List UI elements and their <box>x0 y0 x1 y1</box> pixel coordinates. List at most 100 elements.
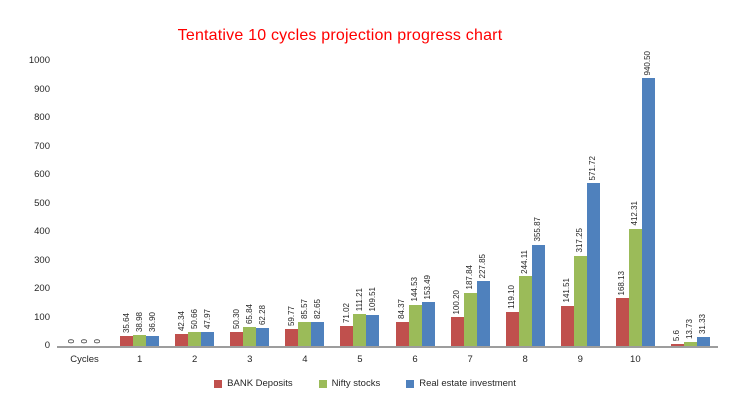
data-label: 13.73 <box>685 319 695 340</box>
bar-nifty-stocks[interactable]: 13.73 <box>683 319 697 346</box>
bar-nifty-stocks[interactable]: 111.21 <box>353 288 367 346</box>
x-axis-category-label: 6 <box>412 354 418 365</box>
data-label: 38.98 <box>134 311 144 332</box>
data-label: 571.72 <box>588 155 598 181</box>
chart-title: Tentative 10 cycles projection progress … <box>177 27 503 44</box>
bar-nifty-stocks[interactable]: 50.66 <box>188 309 202 346</box>
y-axis-tick-label: 500 <box>34 197 50 209</box>
legend-swatch <box>318 379 327 388</box>
y-axis: 0 100 200 300 400 500 600 700 800 900 1000 <box>10 55 50 351</box>
bar-group-4: 59.77 85.57 82.65 4 <box>277 61 332 365</box>
data-label: 244.11 <box>520 249 530 274</box>
bar-nifty-stocks[interactable]: 412.31 <box>628 201 642 346</box>
bar-real-estate-investment[interactable]: 355.87 <box>531 217 545 346</box>
bar-bank-deposits[interactable]: 141.51 <box>560 278 574 346</box>
legend-label: Real estate investment <box>419 378 516 389</box>
bar-group-10: 168.13 412.31 940.50 10 <box>608 51 663 365</box>
data-label: 47.97 <box>202 309 212 330</box>
data-label: 0 <box>92 338 102 343</box>
y-axis-tick-label: 300 <box>34 254 50 266</box>
data-label: 35.64 <box>121 312 131 333</box>
x-axis-category-label: 9 <box>577 354 583 365</box>
data-label: 100.20 <box>452 289 462 315</box>
bar-real-estate-investment[interactable]: 571.72 <box>586 156 600 346</box>
x-axis-category-label: Cycles <box>70 354 99 365</box>
bar-bank-deposits[interactable]: 119.10 <box>505 285 519 346</box>
bar-group-3: 50.30 65.84 62.28 3 <box>222 61 277 365</box>
legend-swatch <box>214 379 223 388</box>
bar-real-estate-investment[interactable]: 227.85 <box>476 254 490 346</box>
bar-real-estate-investment[interactable]: 47.97 <box>201 309 215 346</box>
data-label: 85.57 <box>299 298 309 319</box>
y-axis-tick-label: 100 <box>34 311 50 323</box>
y-axis-tick-label: 1000 <box>28 55 50 66</box>
data-label: 82.65 <box>312 299 322 320</box>
bar-group-6: 84.37 144.53 153.49 6 <box>387 61 442 365</box>
bar-real-estate-investment[interactable]: 940.50 <box>641 51 655 346</box>
y-axis-tick-label: 200 <box>34 283 50 294</box>
data-label: 65.84 <box>244 304 254 325</box>
x-axis-category-label: 7 <box>467 354 473 365</box>
bar-group-unlabeled: 5.6 13.73 31.33 <box>663 61 718 346</box>
bar-nifty-stocks[interactable]: 85.57 <box>298 299 312 346</box>
data-label: 109.51 <box>367 287 377 312</box>
bar-group-1: 35.64 38.98 36.90 1 <box>112 61 167 365</box>
data-label: 317.25 <box>575 228 585 253</box>
bar-real-estate-investment[interactable]: 109.51 <box>366 287 380 346</box>
bar-bank-deposits[interactable]: 84.37 <box>395 299 409 346</box>
bar-bank-deposits[interactable]: 5.6 <box>670 330 684 346</box>
bar-group-cycles: 0 0 0 Cycles <box>57 61 112 365</box>
legend-item-nifty-stocks[interactable]: Nifty stocks <box>318 378 380 389</box>
data-label: 84.37 <box>397 298 406 319</box>
bar-real-estate-investment[interactable]: 62.28 <box>256 305 270 346</box>
legend: BANK Deposits Nifty stocks Real estate inv… <box>0 378 730 389</box>
legend-item-real-estate-investment[interactable]: Real estate investment <box>406 378 516 389</box>
bar-nifty-stocks[interactable]: 65.84 <box>243 304 257 346</box>
data-label: 168.13 <box>617 270 627 296</box>
x-axis-category-label: 5 <box>357 354 363 365</box>
bar-bank-deposits[interactable]: 168.13 <box>615 271 629 346</box>
bar-real-estate-investment[interactable]: 36.90 <box>146 312 160 346</box>
data-label: 111.21 <box>354 288 364 312</box>
bar-real-estate-investment[interactable]: 153.49 <box>421 275 435 346</box>
data-label: 0 <box>66 338 76 343</box>
data-label: 36.90 <box>147 312 157 333</box>
bar-bank-deposits[interactable]: 71.02 <box>340 303 354 346</box>
y-axis-tick-label: 700 <box>34 140 50 152</box>
bar-nifty-stocks[interactable]: 187.84 <box>463 265 477 346</box>
y-axis-tick-label: 400 <box>34 226 50 237</box>
data-label: 50.66 <box>189 308 199 329</box>
bar-nifty-stocks[interactable]: 38.98 <box>133 312 147 346</box>
bar-nifty-stocks[interactable]: 317.25 <box>573 228 587 346</box>
bar-real-estate-investment[interactable]: 82.65 <box>311 299 325 346</box>
legend-swatch <box>406 379 415 388</box>
data-label: 412.31 <box>630 201 640 226</box>
data-label: 144.53 <box>410 277 419 302</box>
data-label: 940.50 <box>643 50 653 75</box>
bar-bank-deposits[interactable]: 59.77 <box>285 306 299 346</box>
bar-nifty-stocks[interactable]: 244.11 <box>518 250 532 346</box>
y-axis-tick-label: 600 <box>34 169 50 180</box>
data-label: 355.87 <box>533 217 543 242</box>
x-axis-category-label: 2 <box>192 354 198 365</box>
legend-item-bank-deposits[interactable]: BANK Deposits <box>214 378 293 389</box>
bar-nifty-stocks[interactable]: 144.53 <box>408 277 422 346</box>
data-label: 187.84 <box>465 265 475 290</box>
data-label: 71.02 <box>341 302 351 323</box>
x-axis-category-label: 3 <box>247 354 253 365</box>
bar-real-estate-investment[interactable]: 31.33 <box>696 314 710 346</box>
data-label: 5.6 <box>672 330 682 342</box>
bar-bank-deposits[interactable]: 50.30 <box>230 309 244 346</box>
legend-label: BANK Deposits <box>227 378 293 389</box>
data-label: 141.51 <box>562 278 572 303</box>
x-axis-category-label: 1 <box>136 354 143 365</box>
bar-group-7: 100.20 187.84 227.85 7 <box>443 61 498 365</box>
bar-bank-deposits[interactable]: 42.34 <box>175 311 189 346</box>
bar-bank-deposits[interactable]: 35.64 <box>120 313 134 346</box>
data-label: 42.34 <box>176 310 186 331</box>
data-label: 59.77 <box>286 305 296 326</box>
data-label: 50.30 <box>231 308 241 329</box>
data-label: 119.10 <box>507 285 517 310</box>
bar-bank-deposits[interactable]: 100.20 <box>450 290 464 346</box>
